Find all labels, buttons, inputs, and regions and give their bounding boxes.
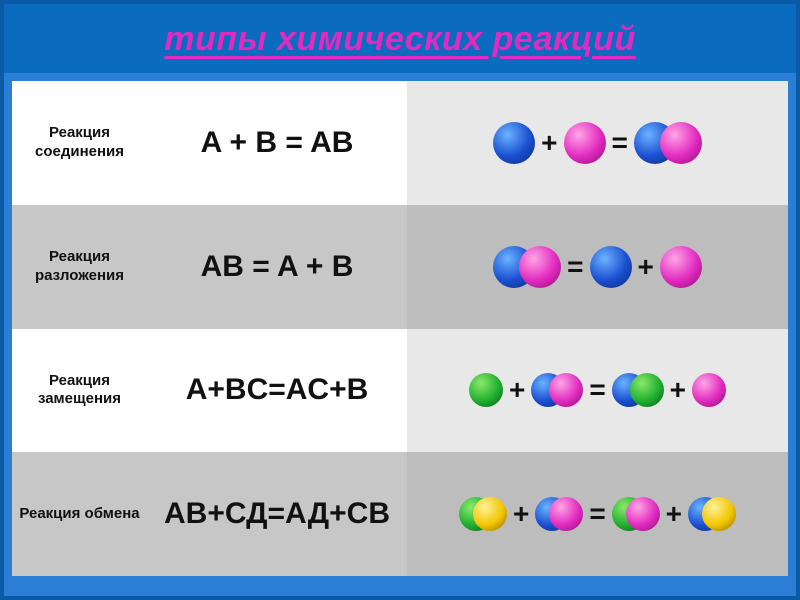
molecule [634,122,702,164]
plus-icon: + [513,498,529,530]
molecule [688,497,736,531]
atom-magenta [660,122,702,164]
plus-icon: + [670,374,686,406]
atom-magenta [519,246,561,288]
plus-icon: + [666,498,682,530]
equals-icon: = [612,127,628,159]
reaction-visual-cell: + = + [407,452,788,576]
molecule [531,373,583,407]
reaction-visual: + = + [459,497,736,531]
molecule [612,497,660,531]
atom-magenta [692,373,726,407]
molecule [535,497,583,531]
reaction-visual: + = + [469,373,726,407]
table-wrap: Реакция соединенияA + B = AB+=Реакция ра… [4,73,796,596]
reaction-name: Реакция соединения [12,81,147,205]
plus-icon: + [638,251,654,283]
molecule [459,497,507,531]
reaction-name: Реакция замещения [12,329,147,453]
reaction-equation: AB = A + B [147,205,407,329]
reaction-table: Реакция соединенияA + B = AB+=Реакция ра… [12,81,788,588]
equals-icon: = [589,374,605,406]
reaction-visual: += [493,122,702,164]
reaction-equation: A+BC=AC+B [147,329,407,453]
atom-magenta [660,246,702,288]
table-footer-strip [407,576,788,588]
page-title: типы химических реакций [164,20,636,59]
molecule [493,246,561,288]
equals-icon: = [567,251,583,283]
atom-yellow [702,497,736,531]
atom-magenta [549,497,583,531]
reaction-equation: АВ+СД=АД+СВ [147,452,407,576]
atom-blue [493,122,535,164]
plus-icon: + [509,374,525,406]
atom-green [469,373,503,407]
reaction-visual-cell: =+ [407,205,788,329]
atom-green [630,373,664,407]
molecule [612,373,664,407]
reaction-equation: A + B = AB [147,81,407,205]
reaction-visual-cell: + = + [407,329,788,453]
atom-magenta [626,497,660,531]
equals-icon: = [589,498,605,530]
reaction-name: Реакция обмена [12,452,147,576]
reaction-visual-cell: += [407,81,788,205]
table-footer-strip [12,576,147,588]
atom-magenta [549,373,583,407]
atom-magenta [564,122,606,164]
title-bar: типы химических реакций [4,4,796,73]
table-footer-strip [147,576,407,588]
atom-blue [590,246,632,288]
atom-yellow [473,497,507,531]
plus-icon: + [541,127,557,159]
reaction-visual: =+ [493,246,702,288]
reaction-name: Реакция разложения [12,205,147,329]
page-root: типы химических реакций Реакция соединен… [0,0,800,600]
